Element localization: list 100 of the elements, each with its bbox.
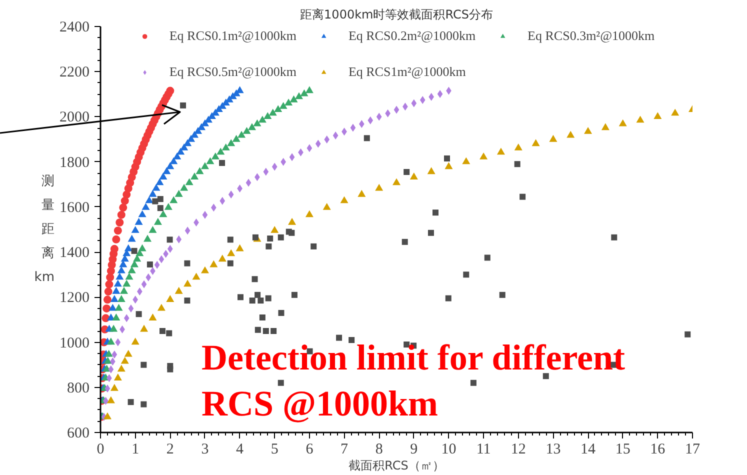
y-tick-label: 600 <box>67 426 90 442</box>
point <box>108 365 114 374</box>
point <box>227 249 236 256</box>
point <box>148 314 157 320</box>
point <box>322 203 331 210</box>
point <box>194 126 202 134</box>
point <box>532 139 540 146</box>
point <box>190 172 199 180</box>
legend-label: Eq RCS0.1m²@1000km <box>169 28 296 44</box>
point <box>102 304 111 312</box>
point <box>264 112 272 120</box>
point <box>258 116 266 123</box>
point <box>106 396 115 404</box>
point <box>146 273 152 282</box>
point <box>117 364 126 372</box>
point <box>305 210 314 218</box>
legend-label: Eq RCS0.2m²@1000km <box>348 28 476 44</box>
point <box>290 95 298 102</box>
x-tick-label: 6 <box>306 442 314 458</box>
point <box>110 244 118 253</box>
legend-label: Eq RCS1m²@1000km <box>348 64 466 80</box>
x-tick-label: 0 <box>96 442 104 458</box>
point <box>227 139 236 146</box>
point <box>392 178 400 186</box>
point <box>120 356 129 364</box>
point <box>142 203 150 210</box>
point <box>167 244 173 253</box>
point <box>114 226 122 235</box>
point <box>158 255 164 264</box>
point <box>410 172 418 180</box>
point <box>128 234 136 242</box>
legend-label: Eq RCS0.5m²@1000km <box>169 64 296 80</box>
point <box>162 167 171 174</box>
point <box>124 244 132 252</box>
point <box>156 178 164 186</box>
point <box>253 119 262 126</box>
y-tick-label: 2000 <box>60 110 90 126</box>
point <box>112 286 120 294</box>
point <box>184 139 192 146</box>
point <box>148 226 157 233</box>
point <box>654 112 662 120</box>
point <box>114 374 122 380</box>
point <box>306 144 312 152</box>
point <box>671 108 680 116</box>
x-tick-label: 14 <box>580 442 596 458</box>
point <box>368 116 374 124</box>
point <box>122 280 131 287</box>
point <box>202 210 208 219</box>
point <box>148 190 157 197</box>
point <box>332 131 338 140</box>
point <box>218 254 226 262</box>
x-tick-label: 13 <box>546 442 561 458</box>
point <box>154 218 162 225</box>
x-tick-label: 2 <box>166 442 174 458</box>
point <box>152 184 160 191</box>
y-tick-label: 2200 <box>60 64 90 81</box>
point <box>120 286 128 294</box>
point <box>140 324 148 332</box>
y-axis-title: 测量距离km <box>34 174 55 285</box>
point <box>138 244 146 252</box>
point <box>184 280 192 287</box>
point <box>114 280 122 287</box>
point <box>128 304 134 312</box>
x-tick-label: 3 <box>201 442 209 458</box>
point <box>210 260 218 268</box>
point <box>340 196 348 204</box>
point <box>272 162 278 171</box>
point <box>115 338 121 346</box>
point <box>104 384 110 393</box>
point <box>514 143 522 150</box>
point <box>184 226 190 235</box>
point <box>144 234 152 242</box>
point <box>636 116 644 123</box>
point <box>238 130 246 138</box>
point <box>232 134 240 142</box>
point <box>566 130 575 138</box>
point <box>618 119 627 126</box>
point <box>206 157 214 164</box>
point <box>480 152 488 160</box>
point <box>420 96 426 104</box>
point <box>105 280 114 288</box>
x-tick-label: 16 <box>650 442 666 458</box>
point <box>131 226 140 233</box>
point <box>270 226 279 233</box>
point <box>246 178 252 187</box>
y-tick-label: 2400 <box>60 20 90 36</box>
point <box>324 136 330 144</box>
point <box>110 384 118 391</box>
point <box>263 168 269 176</box>
point <box>394 106 400 114</box>
point <box>104 356 112 364</box>
point <box>138 210 146 218</box>
point <box>549 134 558 142</box>
point <box>200 162 209 170</box>
point <box>166 295 174 302</box>
legend-label: Eq RCS0.3m²@1000km <box>528 28 655 44</box>
point <box>159 172 168 180</box>
chart-title: 距离1000km时等效截面积RCS分布 <box>300 8 493 22</box>
point <box>601 123 610 130</box>
point <box>411 99 417 108</box>
